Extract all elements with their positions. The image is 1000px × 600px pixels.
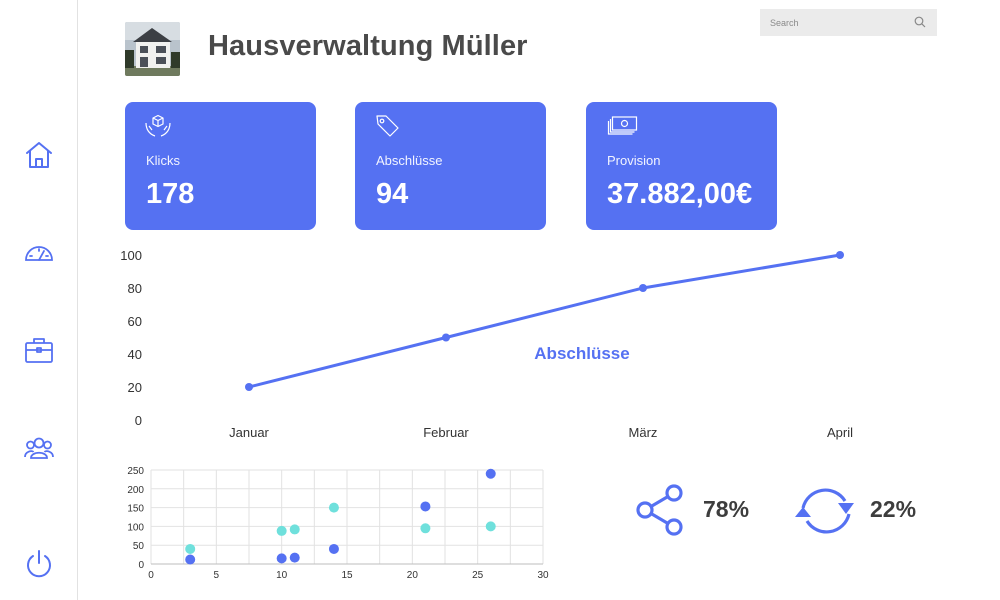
kpi-value: 178: [146, 178, 195, 210]
series-label: Abschlüsse: [534, 344, 629, 363]
scatter-point: [289, 524, 300, 535]
x-tick-label: 25: [472, 570, 484, 581]
scatter-point: [289, 552, 300, 563]
home-icon[interactable]: [23, 139, 55, 171]
share-icon[interactable]: [636, 484, 686, 538]
scatter-point: [276, 525, 287, 536]
refresh-icon[interactable]: [793, 484, 859, 538]
y-tick-label: 150: [127, 504, 144, 515]
scatter-point: [328, 543, 339, 554]
data-point: [442, 333, 450, 342]
stat-refresh: 22%: [793, 484, 923, 538]
search-icon[interactable]: [914, 16, 926, 28]
scatter-point: [185, 554, 196, 565]
x-tick-label: 0: [148, 570, 154, 581]
y-tick-label: 0: [138, 560, 144, 571]
y-tick-label: 100: [127, 522, 144, 533]
sidebar: [0, 0, 78, 600]
stat-value: 22%: [870, 496, 917, 522]
y-tick-label: 60: [128, 314, 142, 329]
y-tick-label: 200: [127, 485, 144, 496]
power-icon[interactable]: [23, 548, 55, 580]
y-tick-label: 20: [128, 380, 142, 395]
price-tag-icon: [376, 115, 399, 137]
x-tick-label: April: [827, 425, 853, 440]
kpi-card-provision: Provision 37.882,00€: [586, 102, 777, 230]
kpi-card-klicks: Klicks 178: [125, 102, 316, 230]
line-chart: 0 20 40 60 80 100 Januar Februar März April Abschl…: [120, 248, 853, 440]
y-tick-label: 50: [133, 541, 145, 552]
briefcase-icon[interactable]: [23, 334, 55, 366]
money-stack-icon: [607, 116, 638, 135]
scatter-point: [485, 468, 496, 479]
y-tick-label: 250: [127, 466, 144, 477]
kpi-label: Klicks: [146, 153, 180, 168]
kpi-label: Abschlüsse: [376, 153, 443, 168]
hands-box-icon: [145, 114, 171, 137]
scatter-point: [485, 521, 496, 532]
data-point: [836, 251, 844, 259]
speedometer-icon[interactable]: [23, 236, 55, 268]
scatter-point: [420, 523, 431, 534]
scatter-point: [420, 501, 431, 512]
scatter-chart: 0 50 100 150 200 250 0 5 10 15 20 25 30: [127, 466, 549, 581]
y-tick-label: 80: [128, 281, 142, 296]
users-icon[interactable]: [23, 432, 55, 464]
stat-share: 78%: [636, 484, 756, 538]
kpi-label: Provision: [607, 153, 661, 168]
x-tick-label: 10: [276, 570, 288, 581]
x-tick-label: 30: [537, 570, 549, 581]
x-tick-label: Januar: [229, 425, 269, 440]
x-tick-label: 15: [341, 570, 353, 581]
data-point: [639, 284, 647, 292]
scatter-point: [328, 502, 339, 513]
stat-value: 78%: [703, 496, 750, 522]
data-point: [245, 383, 253, 391]
house-logo: [125, 22, 180, 76]
series-line: [248, 253, 841, 389]
scatter-point: [276, 553, 287, 564]
x-tick-label: 20: [407, 570, 419, 581]
y-tick-label: 40: [128, 347, 142, 362]
y-tick-label: 100: [120, 248, 142, 263]
scatter-point: [185, 543, 196, 554]
kpi-value: 37.882,00€: [607, 178, 753, 210]
search-box[interactable]: [760, 9, 937, 36]
page-title: Hausverwaltung Müller: [208, 30, 528, 62]
kpi-card-abschluesse: Abschlüsse 94: [355, 102, 546, 230]
x-tick-label: März: [629, 425, 658, 440]
x-tick-label: Februar: [423, 425, 469, 440]
kpi-value: 94: [376, 178, 409, 210]
search-input[interactable]: [760, 9, 910, 36]
x-tick-label: 5: [214, 570, 220, 581]
y-tick-label: 0: [135, 413, 142, 428]
